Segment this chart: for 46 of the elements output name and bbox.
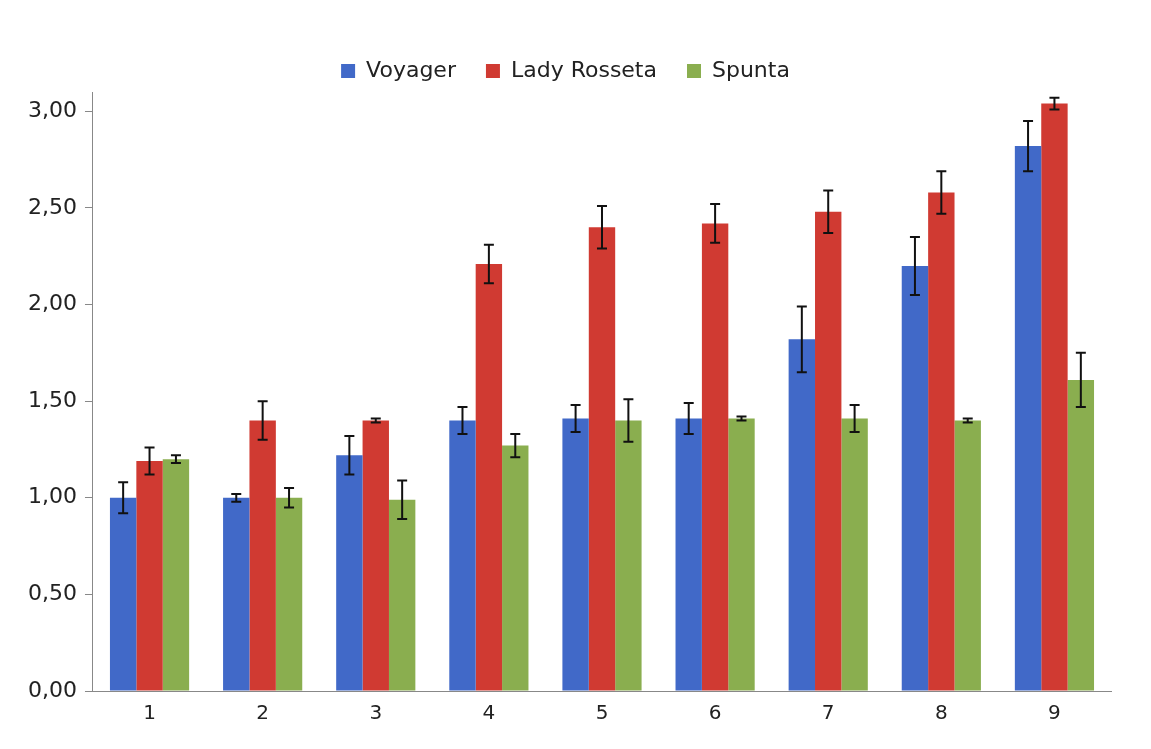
x-tick-label: 8 [934,700,948,725]
x-tick-label: 3 [369,700,383,725]
y-tick-label: 2,00 [28,290,77,316]
y-tick-label: 2,50 [28,193,77,219]
bar [728,418,755,691]
bar [562,418,589,691]
legend-label: Spunta [711,56,790,82]
bar [1041,103,1068,691]
bar [336,455,363,691]
y-tick-label: 1,00 [28,483,77,509]
bar [449,420,476,691]
bar [841,418,868,691]
bar [815,211,842,691]
bar [954,420,981,691]
legend-label: Lady Rosseta [510,56,657,82]
bar [901,265,929,691]
y-tick-label: 3,00 [28,97,77,123]
x-tick-label: 6 [708,700,722,725]
legend-label: Voyager [366,56,457,82]
bar [588,227,616,691]
bar [475,263,503,691]
bar [1014,146,1042,691]
bar [615,420,642,691]
bar [136,461,163,691]
bar [162,459,190,691]
bar [275,497,303,691]
x-tick-label: 1 [143,700,156,725]
bar [109,497,137,691]
bar [928,192,955,691]
y-tick-label: 0,50 [28,580,77,606]
bar [362,420,389,691]
x-tick-label: 5 [595,700,609,725]
y-tick-label: 1,50 [28,386,77,412]
bar [675,418,702,691]
x-tick-label: 9 [1048,700,1061,725]
bar [249,420,276,691]
bar [388,499,416,691]
x-tick-label: 4 [482,700,496,725]
bar [502,445,529,691]
x-tick-label: 2 [256,700,270,725]
bar [1067,379,1095,691]
x-tick-label: 7 [821,700,835,725]
y-tick-label: 0,00 [28,676,77,702]
bar [223,497,250,691]
bar [701,223,729,691]
bar [788,339,816,691]
